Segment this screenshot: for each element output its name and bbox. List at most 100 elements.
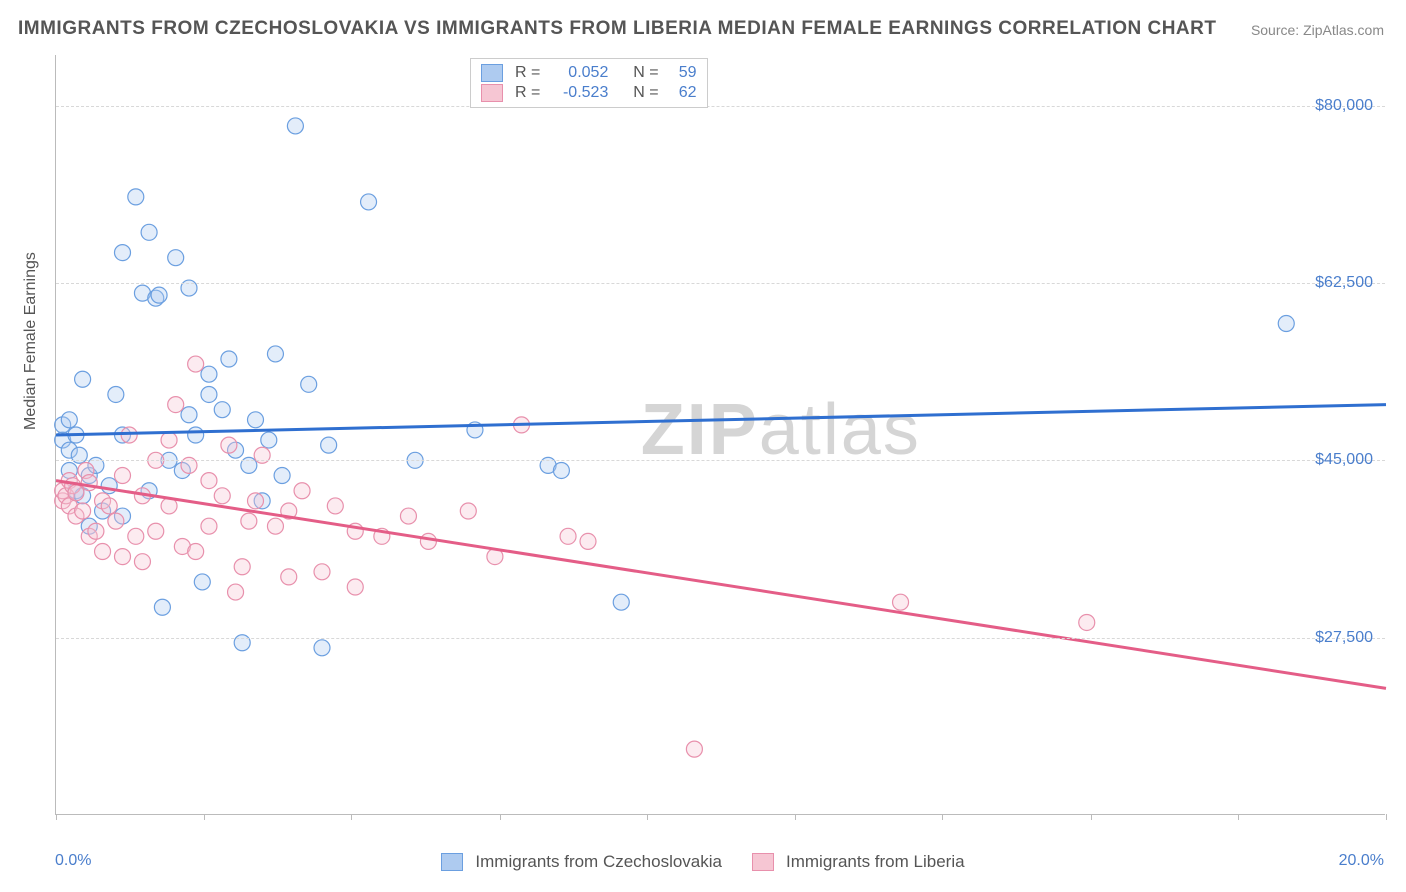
data-point [128, 189, 144, 205]
data-point [188, 544, 204, 560]
data-point [267, 518, 283, 534]
y-tick-label: $45,000 [1315, 451, 1373, 469]
source-credit: Source: ZipAtlas.com [1251, 22, 1384, 38]
gridline [56, 460, 1385, 461]
x-tick [795, 814, 796, 820]
data-point [361, 194, 377, 210]
x-tick [204, 814, 205, 820]
data-point [214, 402, 230, 418]
data-point [201, 366, 217, 382]
data-point [460, 503, 476, 519]
data-point [194, 574, 210, 590]
n-value: 62 [667, 84, 697, 102]
data-point [281, 569, 297, 585]
legend-stats-row: R =0.052 N =59 [481, 63, 697, 83]
data-point [101, 498, 117, 514]
x-tick [647, 814, 648, 820]
gridline [56, 638, 1385, 639]
data-point [151, 287, 167, 303]
r-value: 0.052 [548, 64, 608, 82]
data-point [267, 346, 283, 362]
data-point [115, 468, 131, 484]
source-prefix: Source: [1251, 22, 1303, 38]
data-point [248, 412, 264, 428]
data-point [420, 533, 436, 549]
x-tick [942, 814, 943, 820]
legend-stats-box: R =0.052 N =59R =-0.523 N =62 [470, 58, 708, 108]
x-tick [500, 814, 501, 820]
data-point [168, 250, 184, 266]
data-point [274, 468, 290, 484]
data-point [141, 224, 157, 240]
data-point [686, 741, 702, 757]
legend-swatch [481, 84, 503, 102]
legend-swatch [441, 853, 463, 871]
data-point [81, 475, 97, 491]
data-point [301, 376, 317, 392]
data-point [201, 473, 217, 489]
r-label: R = [515, 84, 540, 102]
legend-label: Immigrants from Czechoslovakia [475, 852, 722, 872]
x-tick [351, 814, 352, 820]
x-min-label: 0.0% [55, 852, 91, 870]
data-point [115, 549, 131, 565]
data-point [553, 462, 569, 478]
data-point [75, 503, 91, 519]
trend-line [56, 481, 1386, 689]
data-point [161, 432, 177, 448]
data-point [154, 599, 170, 615]
source-link[interactable]: ZipAtlas.com [1303, 22, 1384, 38]
data-point [327, 498, 343, 514]
data-point [228, 584, 244, 600]
x-tick [56, 814, 57, 820]
data-point [347, 579, 363, 595]
data-point [314, 564, 330, 580]
data-point [168, 397, 184, 413]
x-max-label: 20.0% [1339, 852, 1384, 870]
data-point [181, 407, 197, 423]
data-point [201, 518, 217, 534]
data-point [1079, 614, 1095, 630]
data-point [148, 523, 164, 539]
legend-swatch [752, 853, 774, 871]
r-value: -0.523 [548, 84, 608, 102]
chart-title: IMMIGRANTS FROM CZECHOSLOVAKIA VS IMMIGR… [18, 18, 1216, 40]
gridline [56, 283, 1385, 284]
legend-item: Immigrants from Czechoslovakia [441, 852, 722, 872]
data-point [188, 427, 204, 443]
data-point [115, 245, 131, 261]
y-tick-label: $80,000 [1315, 97, 1373, 115]
data-point [134, 554, 150, 570]
data-point [613, 594, 629, 610]
data-point [121, 427, 137, 443]
data-point [580, 533, 596, 549]
legend-stats-row: R = -0.523 N = 62 [481, 83, 697, 103]
data-point [294, 483, 310, 499]
data-point [1278, 316, 1294, 332]
data-point [214, 488, 230, 504]
data-point [234, 559, 250, 575]
data-point [108, 513, 124, 529]
data-point [314, 640, 330, 656]
data-point [287, 118, 303, 134]
x-tick [1386, 814, 1387, 820]
data-point [321, 437, 337, 453]
n-label: N = [633, 64, 658, 82]
data-point [221, 351, 237, 367]
x-tick [1091, 814, 1092, 820]
data-point [893, 594, 909, 610]
data-point [201, 386, 217, 402]
data-point [400, 508, 416, 524]
legend-swatch [481, 64, 503, 82]
data-point [61, 412, 77, 428]
data-point [261, 432, 277, 448]
plot-area: ZIPatlas $27,500$45,000$62,500$80,000 [55, 55, 1385, 815]
bottom-legend: Immigrants from CzechoslovakiaImmigrants… [0, 852, 1406, 872]
data-point [560, 528, 576, 544]
n-label: N = [633, 84, 658, 102]
data-point [68, 485, 84, 501]
data-point [88, 523, 104, 539]
data-point [128, 528, 144, 544]
r-label: R = [515, 64, 540, 82]
y-tick-label: $27,500 [1315, 629, 1373, 647]
